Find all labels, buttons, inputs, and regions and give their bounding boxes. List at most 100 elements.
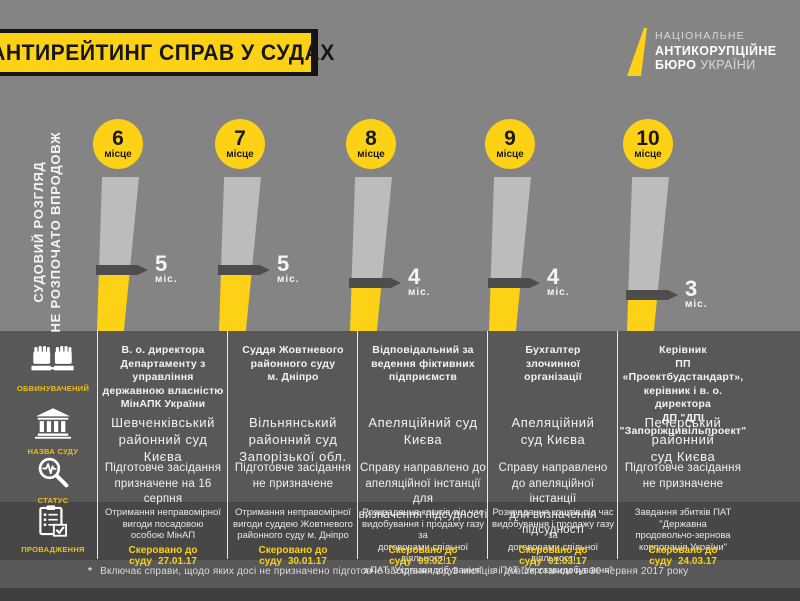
accused-text: Суддя Жовтневого районного суду м. Дніпр… (242, 344, 344, 383)
referred-label: Скеровано до суду (128, 545, 198, 567)
case-status: Підготовче засідання не призначене (624, 462, 742, 490)
proceeding-text: Отримання неправомірної вигоди суддею Жо… (233, 507, 353, 541)
rank-number: 7 (234, 126, 246, 150)
pointer-arrow-icon (626, 290, 678, 300)
clipboard-check-icon (39, 505, 67, 537)
duration-bar (350, 177, 392, 331)
months-unit: міс. (547, 287, 570, 298)
referred-row: Скеровано до суду 09.02.17 (357, 545, 489, 567)
column-separator (357, 331, 358, 559)
case-status: Підготовче засідання призначене на 16 се… (104, 462, 222, 505)
chart-column-rank-7: 7 місце 5 міс. (215, 0, 345, 331)
chart-column-rank-10: 10 місце 3 міс. (623, 0, 753, 331)
rank-unit: місце (496, 148, 524, 160)
referred-row: Скеровано до суду 24.03.17 (617, 545, 749, 567)
case-column-rank-7: Суддя Жовтневого районного суду м. Дніпр… (227, 331, 359, 589)
handcuffs-icon (31, 346, 74, 371)
pointer-arrow-icon (349, 278, 401, 288)
referred-date: 01.03.17 (547, 556, 587, 567)
column-separator (97, 331, 98, 559)
months-value: 5 (155, 251, 168, 276)
column-separator (617, 331, 618, 559)
pointer-arrow-icon (218, 265, 270, 275)
accused-text: В. о. директора Департаменту з управлінн… (102, 344, 224, 410)
proceeding-text: Розкрадання коштів під час видобування і… (361, 507, 485, 576)
sidebar-row-court: НАЗВА СУДУ (8, 408, 98, 456)
accused-text: Керівник ПП «Проектбудстандарт», керівни… (619, 344, 747, 437)
referred-date: 30.01.17 (287, 556, 327, 567)
chart-column-rank-6: 6 місце 5 міс. (93, 0, 223, 331)
rank-badge: 8 місце (346, 119, 396, 169)
courthouse-icon (34, 408, 72, 439)
footnote-marker: * (88, 566, 93, 577)
case-status: Підготовче засідання не призначене (234, 462, 352, 490)
rank-unit: місце (226, 148, 254, 160)
months-value: 5 (277, 251, 290, 276)
rank-number: 9 (504, 126, 516, 150)
referred-label: Скеровано до суду (518, 545, 588, 567)
column-separator (227, 331, 228, 559)
page-title: АНТИРЕЙТИНГ СПРАВ У СУДАХ (0, 39, 335, 65)
footnote: * Включає справи, щодо яких досі не призн… (88, 566, 768, 577)
case-status: Справу направлено до апеляційної інстанц… (498, 462, 608, 536)
sidebar-row-label: НАЗВА СУДУ (27, 447, 79, 456)
nabu-logo-text: НАЦІОНАЛЬНЕ АНТИКОРУПЦІЙНЕ БЮРО УКРАЇНИ (655, 29, 777, 73)
court-name: Апеляційний суд Києва (511, 415, 595, 447)
sidebar-row-label: СТАТУС (37, 496, 69, 505)
referred-date: 24.03.17 (677, 556, 717, 567)
rank-badge: 10 місце (623, 119, 673, 169)
logo-line-2: АНТИКОРУПЦІЙНЕ (655, 43, 777, 58)
sidebar-row-label: ПРОВАДЖЕННЯ (21, 545, 85, 554)
months-unit: міс. (408, 287, 431, 298)
months-label: 4 міс. (547, 266, 597, 299)
case-column-rank-10: Керівник ПП «Проектбудстандарт», керівни… (617, 331, 749, 589)
logo-line-3-bold: БЮРО (655, 58, 697, 72)
referred-date: 09.02.17 (417, 556, 457, 567)
rank-number: 6 (112, 126, 124, 150)
rank-unit: місце (634, 148, 662, 160)
title-banner: АНТИРЕЙТИНГ СПРАВ У СУДАХ (0, 33, 334, 72)
proceeding-text: Завдання збитків ПАТ "Державна продоволь… (634, 507, 732, 553)
months-value: 4 (408, 264, 421, 289)
accused-text: Відповідальний за ведення фіктивних підп… (371, 344, 475, 383)
referred-label: Скеровано до суду (388, 545, 458, 567)
sidebar-row-label: ОБВИНУВАЧЕНИЙ (16, 384, 90, 393)
sidebar-row-accused: ОБВИНУВАЧЕНИЙ (8, 346, 98, 393)
duration-bar (97, 177, 139, 331)
duration-bar (489, 177, 531, 331)
footnote-text: Включає справи, щодо яких досі не призна… (100, 566, 689, 577)
status-magnifier-icon (38, 457, 69, 488)
column-separator (487, 331, 488, 559)
rank-number: 10 (636, 126, 660, 150)
logo-line-1: НАЦІОНАЛЬНЕ (655, 30, 745, 42)
months-unit: міс. (155, 274, 178, 285)
rank-number: 8 (365, 126, 377, 150)
sidebar-row-status: СТАТУС (8, 456, 98, 505)
proceeding-text: Розкрадання коштів під час видобування і… (491, 507, 615, 576)
axis-label-vertical: СУДОВИЙ РОЗГЛЯД НЕ РОЗПОЧАТО ВПРОДОВЖ (31, 131, 63, 333)
nabu-logo: НАЦІОНАЛЬНЕ АНТИКОРУПЦІЙНЕ БЮРО УКРАЇНИ (627, 28, 787, 78)
case-column-rank-8: Відповідальний за ведення фіктивних підп… (357, 331, 489, 589)
months-label: 5 міс. (155, 251, 205, 286)
referred-row: Скеровано до суду 30.01.17 (227, 545, 359, 567)
months-label: 3 міс. (685, 278, 735, 311)
sidebar-row-proceeding: ПРОВАДЖЕННЯ (8, 505, 98, 554)
referred-label: Скеровано до суду (258, 545, 328, 567)
referred-row: Скеровано до суду 01.03.17 (487, 545, 619, 567)
rank-unit: місце (104, 148, 132, 160)
court-name: Апеляційний суд Києва (368, 415, 478, 447)
rank-badge: 7 місце (215, 119, 265, 169)
pointer-arrow-icon (488, 278, 540, 288)
court-name: Печерський районний суд Києва (644, 415, 722, 464)
rank-badge: 6 місце (93, 119, 143, 169)
bottom-strip (0, 588, 800, 601)
rank-unit: місце (357, 148, 385, 160)
months-label: 4 міс. (408, 264, 458, 299)
months-unit: міс. (277, 274, 300, 285)
months-label: 5 міс. (277, 251, 327, 286)
proceeding-text: Отримання неправомірної вигоди посадовою… (105, 507, 221, 541)
court-name: Шевченківський районний суд Києва (111, 415, 215, 464)
rank-badge: 9 місце (485, 119, 535, 169)
chart-column-rank-8: 8 місце 4 міс. (346, 0, 476, 331)
